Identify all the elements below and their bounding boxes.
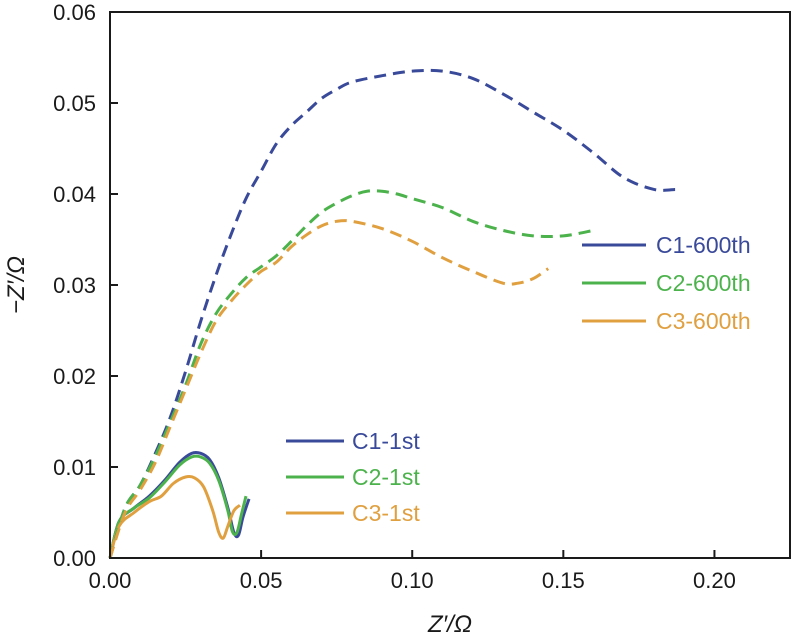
y-tick-label: 0.04 [53, 182, 96, 207]
series-line-c1-1st [108, 450, 251, 559]
y-tick-label: 0.05 [53, 91, 96, 116]
series-line-c2-1st [108, 454, 248, 559]
legend-label: C1-600th [656, 232, 751, 258]
legend-label: C3-1st [352, 500, 420, 526]
x-tick-label: 0.05 [240, 568, 283, 593]
y-axis-title: −Z′/Ω [3, 256, 30, 314]
legend-label: C2-1st [352, 464, 420, 490]
x-axis-title: Z′/Ω [427, 611, 472, 637]
series-line-c2-600th [108, 189, 594, 559]
y-tick-label: 0.02 [53, 364, 96, 389]
legend-label: C2-600th [656, 270, 751, 296]
x-tick-label: 0.20 [693, 568, 736, 593]
series-line-c3-1st [108, 474, 241, 559]
series-line-c1-600th [108, 68, 676, 559]
legend-label: C3-600th [656, 308, 751, 334]
series-line-c3-600th [108, 219, 550, 559]
legend-layer: C1-600th C2-600th C3-600th C1-1st C2-1st C3-1… [286, 232, 751, 526]
legend-label: C1-1st [352, 428, 420, 454]
y-tick-label: 0.00 [53, 546, 96, 571]
series-layer [108, 68, 676, 559]
x-tick-label: 0.15 [542, 568, 585, 593]
y-tick-label: 0.03 [53, 273, 96, 298]
y-tick-label: 0.06 [53, 0, 96, 25]
x-tick-label: 0.00 [89, 568, 132, 593]
x-tick-label: 0.10 [391, 568, 434, 593]
y-tick-label: 0.01 [53, 455, 96, 480]
ticks-layer: 0.00 0.05 0.10 0.15 0.20 0.00 0.01 0.02 0.03 0.04… [53, 0, 736, 593]
